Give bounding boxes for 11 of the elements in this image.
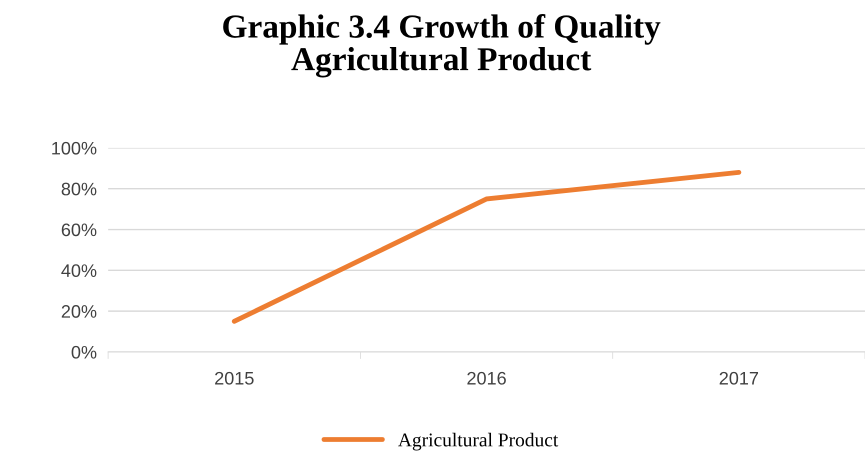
x-tick-label: 2017 <box>720 372 758 385</box>
y-tick-label: 100% <box>52 142 96 155</box>
y-tick-label: 40% <box>61 264 96 278</box>
legend-label: Agricultural Product <box>398 432 558 450</box>
chart-title: Graphic 3.4 Growth of Quality Agricultural Product <box>223 14 660 78</box>
x-tick-label: 2016 <box>467 372 506 385</box>
x-tick-label: 2015 <box>215 372 254 385</box>
y-tick-label: 60% <box>62 223 96 236</box>
y-tick-label: 20% <box>62 305 96 318</box>
y-tick-label: 0% <box>72 346 96 359</box>
y-tick-label: 80% <box>62 182 96 196</box>
